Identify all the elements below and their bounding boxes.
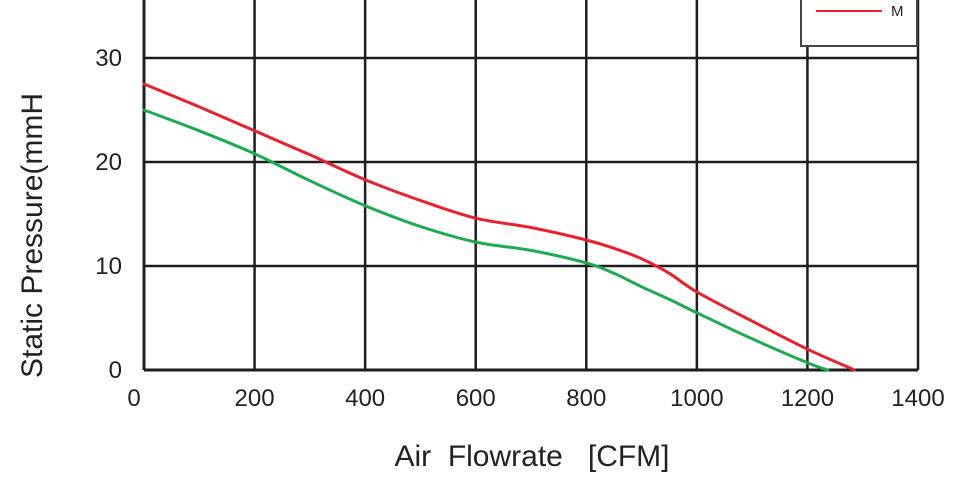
x-axis-label: Air Flowrate [CFM] xyxy=(394,440,669,473)
grid xyxy=(142,0,920,372)
legend-box xyxy=(800,0,918,47)
series-line-unnamed-1 xyxy=(142,108,830,372)
legend: M xyxy=(800,0,918,47)
y-tick-label-20: 20 xyxy=(95,149,122,176)
y-tick-label-0: 0 xyxy=(109,357,122,384)
y-tick-label-30: 30 xyxy=(95,45,122,72)
legend-label-m: M xyxy=(891,3,904,20)
x-tick-label-800: 800 xyxy=(566,385,606,412)
x-tick-label-0: 0 xyxy=(127,385,140,412)
y-axis-label: Static Pressure(mmH xyxy=(16,93,49,378)
y-tick-labels: 0 10 20 30 xyxy=(95,45,122,384)
x-tick-label-1400: 1400 xyxy=(891,385,944,412)
x-tick-label-600: 600 xyxy=(456,385,496,412)
x-tick-labels: 0 200 400 600 800 1000 1200 1400 xyxy=(127,385,944,412)
series-layer xyxy=(142,82,856,372)
x-tick-label-200: 200 xyxy=(235,385,275,412)
x-tick-label-1200: 1200 xyxy=(781,385,834,412)
y-tick-label-10: 10 xyxy=(95,253,122,280)
x-tick-label-1000: 1000 xyxy=(670,385,723,412)
x-tick-label-400: 400 xyxy=(345,385,385,412)
series-line-m xyxy=(142,82,856,372)
